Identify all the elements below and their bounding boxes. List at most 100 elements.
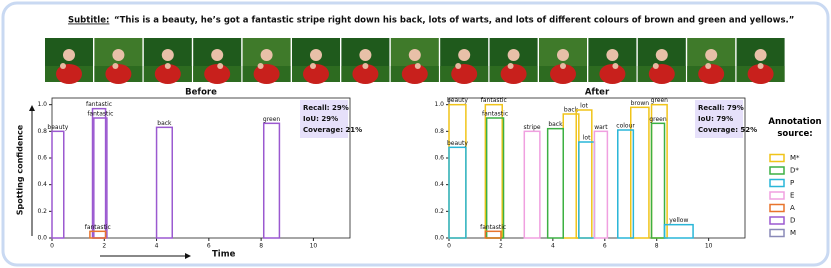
frame-hand [112, 63, 119, 69]
legend-swatch [769, 203, 785, 213]
legend-label: M* [790, 154, 800, 162]
bar-label: back [157, 120, 172, 127]
bar-label: fantastic [481, 97, 507, 104]
y-tick-label: 0.2 [37, 208, 47, 215]
bar-label: lot [580, 103, 588, 110]
interval-bar [523, 130, 541, 239]
frame-body [105, 64, 132, 84]
frame-body [550, 64, 576, 84]
frame-body [303, 64, 329, 84]
frame-hand [414, 63, 421, 69]
x-tick-label: 4 [155, 243, 159, 250]
bar-label: fantastic [86, 101, 112, 108]
x-axis-label: Time [212, 250, 236, 260]
bar-label: beauty [447, 97, 468, 104]
frame-head [458, 49, 471, 61]
x-tick-label: 2 [499, 243, 503, 250]
legend-label: D [790, 217, 795, 225]
bar-label: green [263, 116, 281, 123]
bar-label: colour [616, 123, 635, 130]
metric: Coverage: 52% [698, 126, 757, 134]
frame-head [606, 49, 619, 61]
frame-head [112, 49, 125, 61]
legend-label: A [790, 204, 795, 212]
bar-label: beauty [47, 124, 68, 131]
legend-label: D* [790, 167, 799, 175]
frame-body [451, 64, 478, 84]
frame-head [754, 49, 767, 61]
interval-bar [262, 122, 281, 239]
metric: IoU: 29% [303, 115, 338, 123]
frame-hand [257, 63, 264, 69]
metrics-box [300, 100, 348, 138]
legend-swatch [769, 216, 785, 225]
metric: Recall: 29% [303, 104, 349, 112]
frame-body [352, 64, 379, 84]
frame-head [408, 49, 421, 61]
chart-title: Before [185, 88, 217, 98]
frame-head [161, 49, 174, 61]
legend-swatch [769, 166, 785, 175]
x-tick-label: 6 [603, 243, 607, 250]
bar-label: brown [631, 100, 650, 107]
bar-label: fantastic [480, 224, 506, 231]
interval-bar [155, 126, 173, 239]
x-tick-label: 8 [655, 243, 659, 250]
frame-body [747, 64, 774, 84]
x-tick-label: 8 [259, 243, 263, 250]
bar-label: fantastic [85, 224, 111, 231]
bar-label: beauty [447, 140, 468, 147]
frame-hand [612, 63, 619, 69]
x-tick-label: 2 [102, 243, 106, 250]
y-tick-label: 0.8 [37, 128, 47, 135]
metric: Recall: 79% [698, 104, 744, 112]
interval-bar [617, 129, 635, 239]
interval-bar [448, 146, 467, 239]
subtitle-text: “This is a beauty, he’s got a fantastic … [114, 16, 794, 26]
y-tick-label: 0.6 [434, 155, 444, 162]
x-tick-label: 0 [447, 243, 451, 250]
frame-hand [652, 63, 659, 69]
y-tick-label: 0.2 [434, 208, 444, 215]
video-frames [45, 38, 785, 84]
y-tick-label: 1.0 [37, 101, 47, 108]
y-tick-label: 0.4 [434, 181, 444, 188]
chart-title: After [585, 88, 610, 98]
bar-label: back [548, 121, 563, 128]
frame-head [63, 49, 75, 61]
frame-body [500, 64, 527, 84]
frame-hand [455, 63, 462, 69]
legend-label: P [790, 179, 794, 187]
interval-bar [51, 130, 65, 239]
bar-label: wart [594, 124, 608, 131]
frame-body [253, 64, 280, 84]
legend-label: E [790, 192, 794, 200]
metrics-box [695, 100, 743, 138]
legend-swatch [769, 178, 785, 188]
frame-body [154, 64, 181, 84]
legend-swatch [769, 153, 785, 163]
frame-head [557, 49, 569, 61]
frame-hand [507, 63, 514, 69]
bar-label: green [649, 116, 667, 123]
frame-hand [217, 63, 224, 69]
frame-hand [310, 63, 316, 69]
interval-bar [663, 223, 694, 239]
x-tick-label: 0 [50, 243, 54, 250]
frame-head [260, 49, 273, 61]
frame-body [648, 64, 675, 84]
metric: Coverage: 21% [303, 126, 362, 134]
interval-bar [593, 130, 609, 239]
y-tick-label: 0.0 [37, 235, 47, 242]
frame-hand [362, 63, 369, 69]
frame-hand [164, 63, 171, 69]
bar-label: lot [583, 135, 591, 142]
legend-swatch [769, 191, 785, 200]
y-tick-label: 1.0 [434, 101, 444, 108]
legend-swatch [769, 228, 785, 238]
frame-hand [705, 63, 712, 69]
x-tick-label: 4 [551, 243, 555, 250]
legend-label: M [790, 229, 796, 237]
